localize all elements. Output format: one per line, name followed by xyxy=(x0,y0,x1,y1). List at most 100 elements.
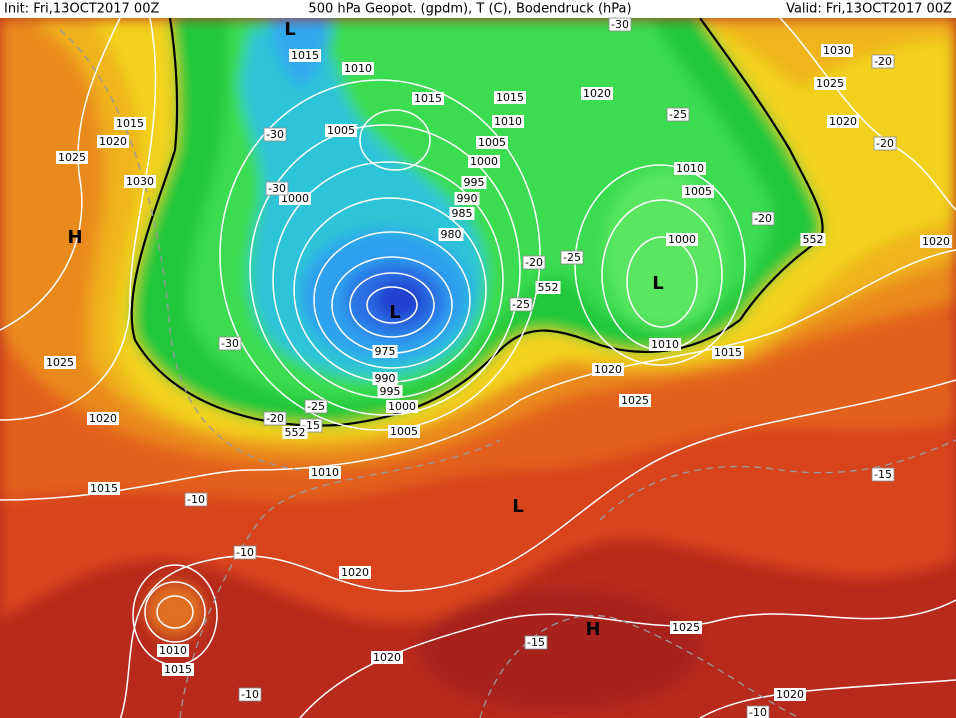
isobar-label-text: 1020 xyxy=(99,135,127,148)
temperature-label: -10 xyxy=(238,687,262,702)
isobar-label: 1025 xyxy=(670,621,702,634)
isobar-label-box xyxy=(666,233,698,246)
isobar-label-box xyxy=(581,87,613,100)
isobar-label: 1010 xyxy=(342,62,374,75)
temperature-label-box xyxy=(218,336,242,351)
isobar-label: 1020 xyxy=(339,566,371,579)
temperature-label: -30 xyxy=(265,181,289,196)
temperature-label-box xyxy=(751,211,775,226)
isobar-label-text: 1010 xyxy=(159,644,187,657)
isobar-label-text: 1000 xyxy=(388,400,416,413)
pressure-center: L xyxy=(284,19,295,40)
isobar-label-box xyxy=(342,62,374,75)
isobar-label-text: 1010 xyxy=(344,62,372,75)
isobar-label-text: 1015 xyxy=(291,49,319,62)
geopotential-552-line xyxy=(130,18,824,427)
isobar-label-box xyxy=(438,228,464,241)
isobar-label: 1005 xyxy=(388,425,420,438)
isobar-label-box xyxy=(461,176,487,189)
isobar-label-text: 1025 xyxy=(621,394,649,407)
temperature-label-text: -25 xyxy=(669,108,687,121)
isobar-label-text: 1020 xyxy=(373,651,401,664)
isobar-label-text: 1020 xyxy=(829,115,857,128)
isobar-label-box xyxy=(592,363,624,376)
isobar-label: 975 xyxy=(372,345,398,358)
geopotential-label-box xyxy=(282,426,308,439)
temperature-label-text: -30 xyxy=(221,337,239,350)
isobar-label-box xyxy=(827,115,859,128)
isobar-label-box xyxy=(670,621,702,634)
isobar-label-box xyxy=(619,394,651,407)
isobar-label: 985 xyxy=(449,207,475,220)
temperature-label-box xyxy=(522,255,546,270)
temperature-label: -25 xyxy=(666,107,690,122)
temperature-label-text: -20 xyxy=(266,412,284,425)
temperature-label-box xyxy=(238,687,262,702)
isobar-label-box xyxy=(88,482,120,495)
isobar-label-box xyxy=(920,235,952,248)
isobar-label: 1015 xyxy=(712,346,744,359)
temperature-label: -20 xyxy=(873,136,897,151)
temperature-label-text: -20 xyxy=(876,137,894,150)
isobar-label-box xyxy=(674,162,706,175)
temperature-label: -30 xyxy=(263,127,287,142)
isobar-label-box xyxy=(114,117,146,130)
temperature-label-box xyxy=(524,635,548,650)
isobar-label-box xyxy=(87,412,119,425)
temperature-label: -20 xyxy=(522,255,546,270)
isobar-label-box xyxy=(712,346,744,359)
isobar-label-text: 1005 xyxy=(684,185,712,198)
temperature-label-box xyxy=(509,297,533,312)
isobar-label-box xyxy=(372,345,398,358)
geopotential-label-text: 552 xyxy=(803,233,824,246)
temperature-label-text: -20 xyxy=(525,256,543,269)
isobar-label-text: 1020 xyxy=(594,363,622,376)
isobar-label-text: 1020 xyxy=(89,412,117,425)
isobar-label-box xyxy=(44,356,76,369)
temperature-label: -10 xyxy=(184,492,208,507)
labels: 1015 1010 1015 1015 1020 1030 1025 1020 1015 1020… xyxy=(44,17,952,718)
isobar-label-box xyxy=(682,185,714,198)
isobar-label-text: 1005 xyxy=(478,136,506,149)
isobar-label-box xyxy=(372,372,398,385)
isobar-label: 990 xyxy=(454,192,480,205)
pressure-center: H xyxy=(585,619,600,640)
isobar-label: 1020 xyxy=(827,115,859,128)
isobar-label-text: 1010 xyxy=(651,338,679,351)
isobar-label-box xyxy=(56,151,88,164)
isobar-label-box xyxy=(388,425,420,438)
isobar-label-box xyxy=(492,115,524,128)
isobar-label-box xyxy=(649,338,681,351)
isobar-label-box xyxy=(814,77,846,90)
isobar-label-text: 1020 xyxy=(776,688,804,701)
isobar-label-text: 1015 xyxy=(164,663,192,676)
isobar-label: 1010 xyxy=(492,115,524,128)
isobar-label-text: 1030 xyxy=(126,175,154,188)
isobar-label-box xyxy=(339,566,371,579)
isobar-label-box xyxy=(157,644,189,657)
isobar-label-text: 995 xyxy=(380,385,401,398)
temperature-label-text: -15 xyxy=(527,636,545,649)
temperature-label-box xyxy=(263,411,287,426)
temperature-label: -10 xyxy=(233,545,257,560)
isobar-label-text: 1025 xyxy=(816,77,844,90)
isobar-label: 1015 xyxy=(162,663,194,676)
temperature-label: -25 xyxy=(304,399,328,414)
geopotential-label-text: 552 xyxy=(285,426,306,439)
isobar-label: 1025 xyxy=(619,394,651,407)
isobar-label: 1030 xyxy=(821,44,853,57)
geopotential-label: 552 xyxy=(800,233,826,246)
isobar-label-text: 975 xyxy=(375,345,396,358)
isobar-label-text: 1010 xyxy=(676,162,704,175)
isobar-label-text: 1025 xyxy=(672,621,700,634)
pressure-center: L xyxy=(652,273,663,294)
temperature-label-text: -15 xyxy=(874,468,892,481)
isobar-label: 1005 xyxy=(325,124,357,137)
isobar-label-text: 1005 xyxy=(390,425,418,438)
pressure-center: L xyxy=(389,302,400,323)
isobar-label-box xyxy=(309,466,341,479)
temperature-label-box xyxy=(608,17,632,32)
temperature-label: -30 xyxy=(608,17,632,32)
isobar-label: 1020 xyxy=(920,235,952,248)
